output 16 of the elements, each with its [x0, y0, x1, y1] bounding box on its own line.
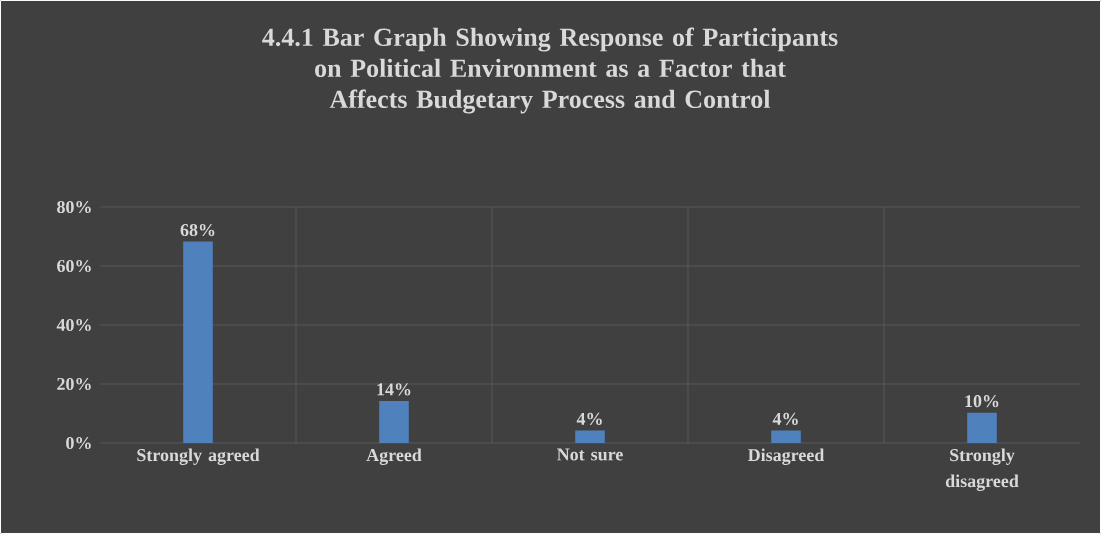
x-tick-label: Not sure [557, 448, 623, 461]
y-tick-label: 60% [57, 259, 91, 273]
y-tick-label: 40% [56, 318, 91, 332]
x-tick-label: Strongly disagreed [945, 448, 1019, 491]
x-tick-label: Strongly agreed [137, 448, 260, 465]
chart-title: 4.4.1 Bar Graph Showing Response of Participants on Political Environment as a Factor that Affects Budgetary Process and Control [262, 27, 838, 114]
data-label: 68% [180, 223, 215, 237]
data-label: 14% [377, 383, 411, 396]
data-label: 4% [576, 412, 602, 425]
x-tick-label: Agreed [366, 448, 422, 465]
y-tick-label: 0% [66, 436, 91, 450]
y-tick-label: 80% [57, 200, 91, 214]
data-label: 10% [965, 395, 999, 408]
x-tick-label: Disagreed [747, 448, 825, 465]
data-label: 4% [772, 412, 798, 425]
y-tick-label: 20% [57, 377, 91, 391]
